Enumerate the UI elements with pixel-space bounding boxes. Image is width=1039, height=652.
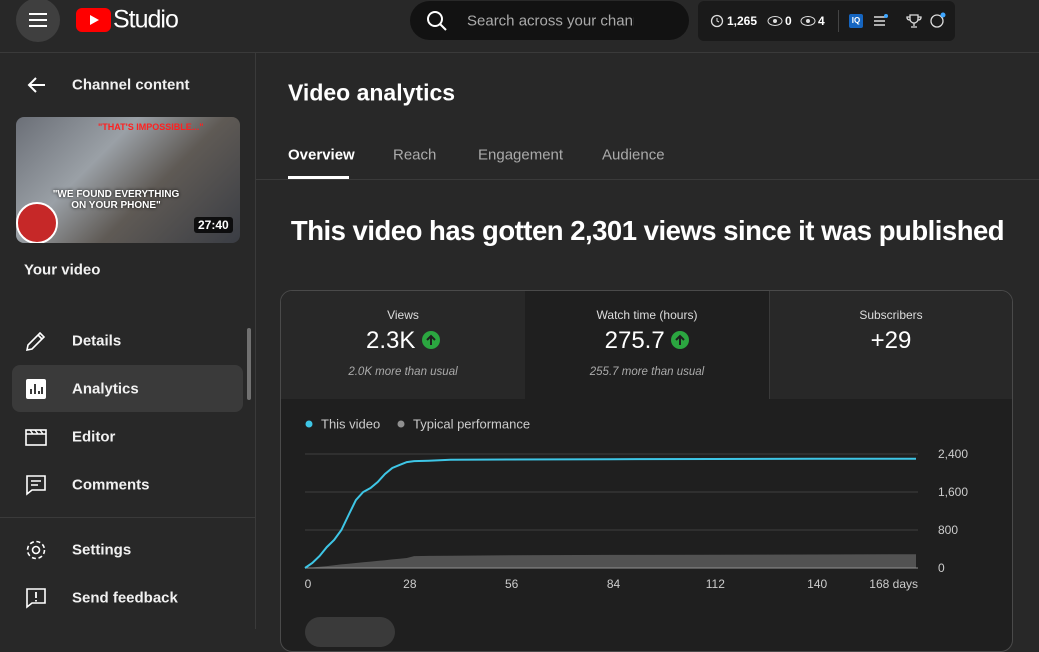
metric-label: Views <box>387 308 419 322</box>
logo-text[interactable]: Studio <box>113 5 179 34</box>
sidebar <box>0 53 256 629</box>
y-tick-label: 2,400 <box>938 447 968 461</box>
analytics-icon <box>26 379 46 399</box>
page-title: Video analytics <box>288 79 456 106</box>
eye-icon <box>767 16 783 26</box>
button[interactable] <box>305 617 395 647</box>
thumbnail[interactable]: "THAT'S IMPOSSIBLE..." "WE FOUND EVERYTH… <box>16 117 240 243</box>
metric-tile[interactable]: Watch time (hours) 275.7 255.7 more than… <box>525 291 769 399</box>
eye-icon <box>800 16 816 26</box>
settings-icon <box>26 540 46 560</box>
feedback-icon[interactable] <box>929 11 947 29</box>
nav-item[interactable]: Editor <box>72 428 116 446</box>
metric-note: 255.7 more than usual <box>589 366 705 378</box>
tab[interactable]: Reach <box>393 146 437 164</box>
tab[interactable]: Overview <box>288 146 355 164</box>
area <box>305 554 916 568</box>
search-box[interactable]: Search across your channel <box>410 1 689 40</box>
metric-note: 2.0K more than usual <box>348 366 458 378</box>
y-tick-label: 1,600 <box>938 485 968 499</box>
divider <box>0 517 255 518</box>
x-tick-label: 0 <box>305 577 312 591</box>
x-tick-label: 28 <box>403 577 417 591</box>
legend-dot <box>397 420 405 428</box>
stat: 4 <box>818 14 825 28</box>
tab[interactable]: Engagement <box>478 146 564 164</box>
metric-value: +29 <box>870 327 912 354</box>
list-icon[interactable] <box>872 14 888 28</box>
legend-dot <box>305 420 313 428</box>
nav-item[interactable]: Send feedback <box>72 589 178 607</box>
y-tick-label: 800 <box>938 523 958 537</box>
nav-highlight <box>12 365 243 412</box>
metric-value: 2.3K <box>281 327 525 355</box>
video-label: Your video <box>24 261 101 279</box>
x-tick-label: 84 <box>607 577 621 591</box>
metric-label: Watch time (hours) <box>596 308 698 322</box>
y-tick-label: 0 <box>938 561 945 575</box>
nav-item[interactable]: Analytics <box>72 380 139 398</box>
up-arrow <box>671 331 690 349</box>
nav-item[interactable]: Settings <box>72 541 132 559</box>
search-placeholder: Search across your channel <box>467 12 634 30</box>
divider <box>838 10 839 32</box>
back-arrow[interactable] <box>26 76 46 94</box>
channel-avatar <box>16 202 58 243</box>
stat: 0 <box>785 14 792 28</box>
trophy-icon[interactable] <box>906 13 922 29</box>
x-tick-label: 140 <box>807 577 827 591</box>
feedback-icon <box>26 588 46 609</box>
metric-tile[interactable]: Views 2.3K 2.0K more than usual <box>281 291 526 399</box>
x-tick-label: 112 <box>706 577 725 591</box>
thumbnail-caption: "THAT'S IMPOSSIBLE..." <box>98 122 204 132</box>
thumbnail-caption: "WE FOUND EVERYTHING ON YOUR PHONE" <box>52 189 180 211</box>
metric-value-text: 275.7 <box>604 327 665 354</box>
metric-label: Subscribers <box>859 308 923 322</box>
legend-label: This video <box>321 416 380 431</box>
nav-item[interactable]: Details <box>72 332 122 350</box>
search-icon <box>427 11 447 31</box>
x-tick-label: 56 <box>505 577 519 591</box>
details-icon <box>25 331 46 352</box>
logo-icon[interactable] <box>76 8 111 32</box>
x-tick-label: 168 days <box>869 577 918 591</box>
tab-underline <box>288 176 349 179</box>
divider <box>256 179 1039 180</box>
sidebar-title: Channel content <box>72 76 190 94</box>
tab[interactable]: Audience <box>602 146 665 164</box>
metric-value-text: 2.3K <box>365 327 416 354</box>
comments-icon <box>26 475 46 496</box>
metric-value: 275.7 <box>525 327 769 355</box>
legend-label: Typical performance <box>413 416 530 431</box>
duration: 27:40 <box>194 217 233 233</box>
up-arrow <box>422 331 441 349</box>
line <box>304 457 917 569</box>
clock-icon <box>710 14 724 28</box>
editor-icon <box>25 429 47 446</box>
scrollbar <box>247 328 251 400</box>
stats-box: 1,265 0 4 IQ <box>698 1 955 41</box>
chart: This video Typical performance 0 800 1,600 2,… <box>304 416 968 591</box>
menu-button[interactable] <box>16 0 60 42</box>
nav-item[interactable]: Comments <box>72 476 150 494</box>
metric-tile[interactable]: Subscribers +29 <box>769 291 1012 399</box>
badge[interactable]: IQ <box>849 14 863 28</box>
stat: 1,265 <box>727 14 758 28</box>
headline: This video has gotten 2,301 views since … <box>290 215 1005 246</box>
